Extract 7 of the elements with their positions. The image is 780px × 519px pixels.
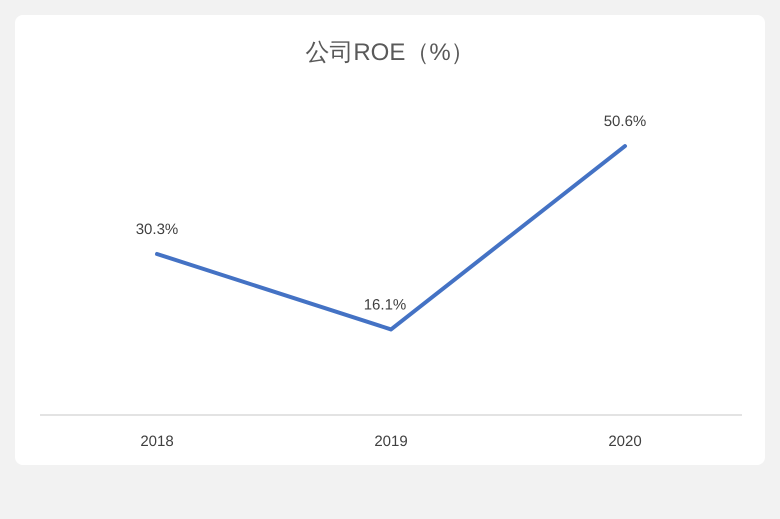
x-tick-label: 2018 — [140, 433, 174, 450]
data-label: 30.3% — [136, 220, 178, 238]
chart-title: 公司ROE（%） — [305, 39, 475, 66]
x-tick-label: 2020 — [608, 433, 642, 450]
x-tick-label: 2019 — [374, 433, 408, 450]
data-label: 50.6% — [604, 113, 646, 130]
data-label: 16.1% — [364, 296, 406, 314]
